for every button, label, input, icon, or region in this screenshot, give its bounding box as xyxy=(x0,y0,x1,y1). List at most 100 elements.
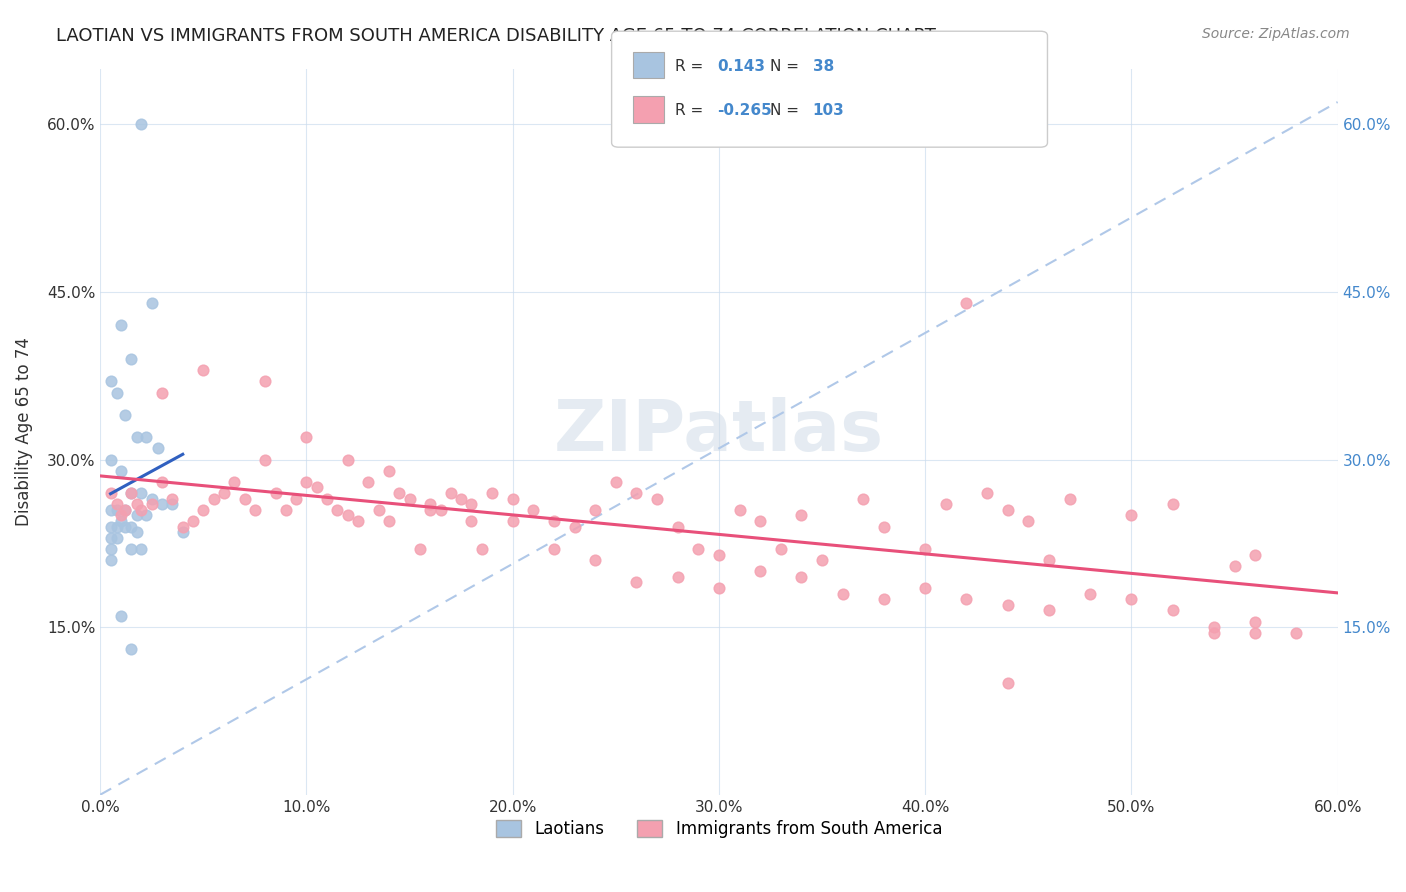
Point xyxy=(127,525,149,540)
Point xyxy=(212,486,235,500)
Point xyxy=(450,491,472,506)
Point xyxy=(790,570,813,584)
Point xyxy=(357,475,380,489)
Point xyxy=(105,503,128,517)
Point xyxy=(127,508,149,523)
Point xyxy=(114,519,136,533)
Point xyxy=(295,430,318,444)
Point xyxy=(150,385,173,400)
Point xyxy=(131,117,153,131)
Point xyxy=(1078,586,1101,600)
Point xyxy=(146,442,169,456)
Text: 103: 103 xyxy=(813,103,845,118)
Point xyxy=(131,503,153,517)
Point xyxy=(110,514,132,528)
Point xyxy=(1059,491,1081,506)
Point xyxy=(181,514,204,528)
Point xyxy=(305,480,328,494)
Point xyxy=(811,553,834,567)
Point xyxy=(254,375,277,389)
Point xyxy=(873,592,896,607)
Point xyxy=(326,503,349,517)
Point xyxy=(150,497,173,511)
Point xyxy=(110,318,132,333)
Point xyxy=(100,531,122,545)
Text: R =: R = xyxy=(675,103,709,118)
Point xyxy=(172,525,194,540)
Point xyxy=(666,570,689,584)
Text: R =: R = xyxy=(675,59,709,73)
Point xyxy=(100,541,122,556)
Point xyxy=(100,503,122,517)
Point xyxy=(127,430,149,444)
Point xyxy=(749,514,772,528)
Point xyxy=(224,475,246,489)
Point xyxy=(110,464,132,478)
Point xyxy=(976,486,998,500)
Point xyxy=(378,464,401,478)
Point xyxy=(1244,615,1267,629)
Point xyxy=(522,503,544,517)
Point xyxy=(120,486,142,500)
Point xyxy=(336,508,359,523)
Point xyxy=(243,503,266,517)
Point xyxy=(997,676,1019,690)
Point xyxy=(274,503,297,517)
Point xyxy=(1121,508,1143,523)
Point xyxy=(336,452,359,467)
Point xyxy=(141,497,163,511)
Point xyxy=(114,503,136,517)
Point xyxy=(131,486,153,500)
Point xyxy=(295,475,318,489)
Text: N =: N = xyxy=(770,103,804,118)
Point xyxy=(688,541,710,556)
Point xyxy=(419,497,441,511)
Point xyxy=(481,486,503,500)
Point xyxy=(1244,548,1267,562)
Point xyxy=(105,497,128,511)
Point xyxy=(150,475,173,489)
Point xyxy=(1161,603,1184,617)
Point xyxy=(105,385,128,400)
Point xyxy=(114,408,136,422)
Point xyxy=(1121,592,1143,607)
Point xyxy=(707,548,730,562)
Point xyxy=(605,475,627,489)
Point xyxy=(254,452,277,467)
Text: -0.265: -0.265 xyxy=(717,103,772,118)
Point xyxy=(127,497,149,511)
Y-axis label: Disability Age 65 to 74: Disability Age 65 to 74 xyxy=(15,337,32,526)
Point xyxy=(790,508,813,523)
Point xyxy=(471,541,494,556)
Point xyxy=(316,491,339,506)
Text: 0.143: 0.143 xyxy=(717,59,765,73)
Point xyxy=(367,503,389,517)
Point xyxy=(131,541,153,556)
Point xyxy=(172,519,194,533)
Point xyxy=(105,519,128,533)
Point xyxy=(347,514,370,528)
Point xyxy=(1038,603,1060,617)
Point xyxy=(955,296,977,310)
Point xyxy=(564,519,586,533)
Point xyxy=(707,581,730,595)
Point xyxy=(831,586,853,600)
Point xyxy=(502,491,524,506)
Point xyxy=(100,553,122,567)
Point xyxy=(873,519,896,533)
Point xyxy=(914,581,936,595)
Point xyxy=(100,375,122,389)
Point xyxy=(645,491,668,506)
Point xyxy=(285,491,308,506)
Point xyxy=(398,491,420,506)
Point xyxy=(100,452,122,467)
Point xyxy=(135,430,157,444)
Point xyxy=(429,503,451,517)
Point xyxy=(110,508,132,523)
Point xyxy=(120,642,142,657)
Text: N =: N = xyxy=(770,59,804,73)
Point xyxy=(120,351,142,366)
Point xyxy=(626,575,648,590)
Point xyxy=(1038,553,1060,567)
Point xyxy=(1202,620,1225,634)
